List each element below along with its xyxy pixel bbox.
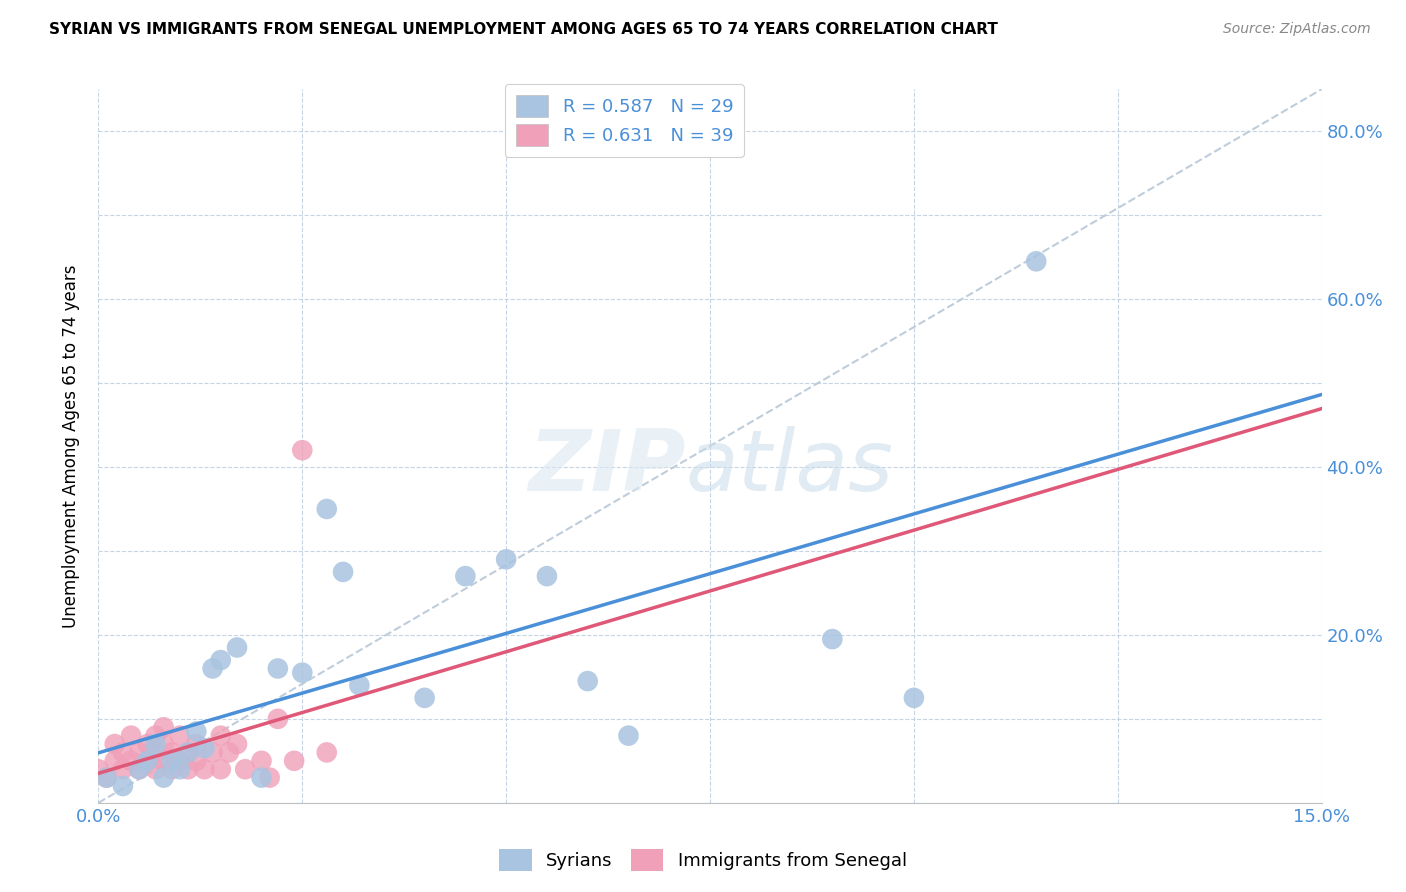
Point (152, 754, 174, 768)
Point (177, 746, 200, 760)
Point (104, 737, 127, 751)
Point (821, 632, 844, 646)
Point (169, 729, 191, 743)
Point (218, 746, 240, 760)
Y-axis label: Unemployment Among Ages 65 to 74 years: Unemployment Among Ages 65 to 74 years (62, 264, 80, 628)
Point (186, 754, 208, 768)
Point (160, 762, 183, 776)
Point (193, 741, 215, 756)
Point (177, 762, 200, 776)
Point (1025, 254, 1047, 268)
Point (145, 762, 167, 776)
Point (259, 771, 281, 785)
Point (136, 754, 159, 768)
Point (903, 690, 925, 705)
Point (128, 762, 150, 776)
Point (413, 690, 436, 705)
Point (120, 729, 142, 743)
Point (111, 762, 134, 776)
Point (160, 746, 183, 760)
Point (315, 746, 337, 760)
Point (267, 712, 290, 726)
Point (145, 737, 167, 751)
Point (209, 653, 232, 667)
Point (169, 762, 191, 776)
Point (283, 754, 305, 768)
Point (291, 443, 314, 458)
Point (454, 569, 477, 583)
Point (332, 565, 354, 579)
Point (201, 746, 224, 760)
Legend: Syrians, Immigrants from Senegal: Syrians, Immigrants from Senegal (492, 842, 914, 879)
Point (145, 729, 167, 743)
Point (193, 762, 215, 776)
Point (160, 754, 183, 768)
Text: SYRIAN VS IMMIGRANTS FROM SENEGAL UNEMPLOYMENT AMONG AGES 65 TO 74 YEARS CORRELA: SYRIAN VS IMMIGRANTS FROM SENEGAL UNEMPL… (49, 22, 998, 37)
Point (186, 737, 208, 751)
Legend: R = 0.587   N = 29, R = 0.631   N = 39: R = 0.587 N = 29, R = 0.631 N = 39 (505, 84, 744, 157)
Point (152, 720, 174, 734)
Point (536, 569, 558, 583)
Point (96, 771, 118, 785)
Point (152, 737, 174, 751)
Point (120, 754, 142, 768)
Point (152, 771, 174, 785)
Point (111, 746, 134, 760)
Point (576, 674, 599, 689)
Point (128, 762, 150, 776)
Point (315, 502, 337, 516)
Text: Source: ZipAtlas.com: Source: ZipAtlas.com (1223, 22, 1371, 37)
Point (267, 661, 290, 675)
Point (349, 678, 371, 692)
Point (495, 552, 517, 566)
Text: ZIP: ZIP (527, 425, 686, 509)
Point (617, 729, 640, 743)
Point (87, 762, 110, 776)
Point (104, 754, 127, 768)
Point (201, 661, 224, 675)
Point (136, 754, 159, 768)
Point (136, 737, 159, 751)
Point (250, 771, 273, 785)
Point (128, 746, 150, 760)
Point (177, 746, 200, 760)
Point (96, 771, 118, 785)
Point (233, 762, 256, 776)
Point (186, 724, 208, 739)
Point (226, 640, 249, 655)
Point (111, 779, 134, 793)
Point (209, 729, 232, 743)
Point (169, 754, 191, 768)
Point (226, 737, 249, 751)
Text: atlas: atlas (686, 425, 894, 509)
Point (209, 762, 232, 776)
Point (145, 746, 167, 760)
Point (291, 665, 314, 680)
Point (250, 754, 273, 768)
